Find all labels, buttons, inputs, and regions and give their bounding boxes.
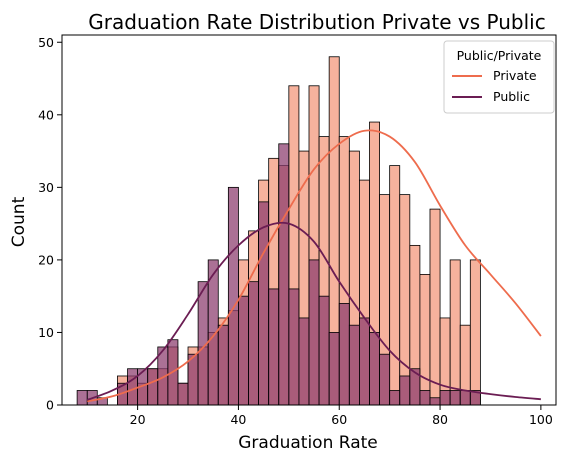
x-axis-label: Graduation Rate: [238, 433, 378, 453]
public-bar: [359, 317, 370, 406]
public-bar: [258, 201, 270, 406]
public-bar: [328, 332, 340, 406]
public-bar: [439, 390, 451, 406]
public-bar: [389, 390, 401, 406]
public-bar: [76, 390, 88, 406]
public-bar: [127, 368, 139, 406]
public-bar: [248, 281, 259, 406]
public-bar: [238, 295, 249, 406]
public-bar: [449, 390, 461, 406]
private-bar: [429, 208, 441, 406]
private-bar: [419, 274, 431, 406]
public-bar: [419, 390, 431, 406]
y-tick-label: 50: [38, 35, 54, 50]
chart-title: Graduation Rate Distribution Private vs …: [88, 10, 545, 34]
x-tick-label: 20: [130, 412, 146, 427]
public-kde-line: [86, 221, 541, 401]
public-bar: [278, 143, 290, 406]
public-bar: [338, 303, 350, 406]
y-tick-label: 10: [38, 325, 54, 340]
legend-title: Public/Private: [457, 48, 542, 63]
public-bar: [298, 317, 310, 406]
legend-label-public: Public: [493, 89, 530, 104]
public-bar: [379, 353, 391, 406]
private-bar: [449, 259, 461, 406]
public-bar: [217, 324, 229, 406]
y-axis-ticks: 0 10 20 30 40 50: [38, 35, 62, 413]
x-axis-ticks: 20 40 60 80 100: [130, 405, 553, 427]
x-tick-label: 100: [529, 412, 553, 427]
public-bar: [318, 295, 330, 406]
public-bar: [227, 186, 239, 406]
y-tick-label: 20: [38, 252, 54, 267]
private-bar: [389, 165, 401, 406]
public-bar: [268, 288, 280, 406]
legend-box: [443, 40, 555, 114]
public-bar: [369, 332, 380, 406]
public-bar: [288, 288, 300, 406]
public-bar: [308, 259, 320, 406]
x-tick-label: 60: [331, 412, 347, 427]
private-kde-line: [87, 129, 542, 403]
legend: Public/Private Private Public: [443, 40, 555, 114]
y-axis-label: Count: [9, 196, 29, 247]
public-bar: [177, 382, 189, 406]
public-bar: [147, 368, 159, 406]
y-tick-label: 0: [46, 398, 54, 413]
public-bar: [187, 353, 199, 406]
private-bar: [469, 259, 481, 406]
y-tick-label: 40: [38, 107, 54, 122]
public-bar: [459, 390, 471, 406]
public-bar: [348, 324, 360, 406]
private-bar: [399, 194, 411, 406]
kde-lines: [86, 129, 542, 403]
legend-label-private: Private: [493, 68, 537, 83]
x-tick-label: 40: [230, 412, 246, 427]
y-tick-label: 30: [38, 180, 54, 195]
public-bar: [429, 397, 441, 406]
public-bar: [399, 375, 411, 406]
x-tick-label: 80: [432, 412, 448, 427]
plot-area-frame: [61, 34, 557, 406]
